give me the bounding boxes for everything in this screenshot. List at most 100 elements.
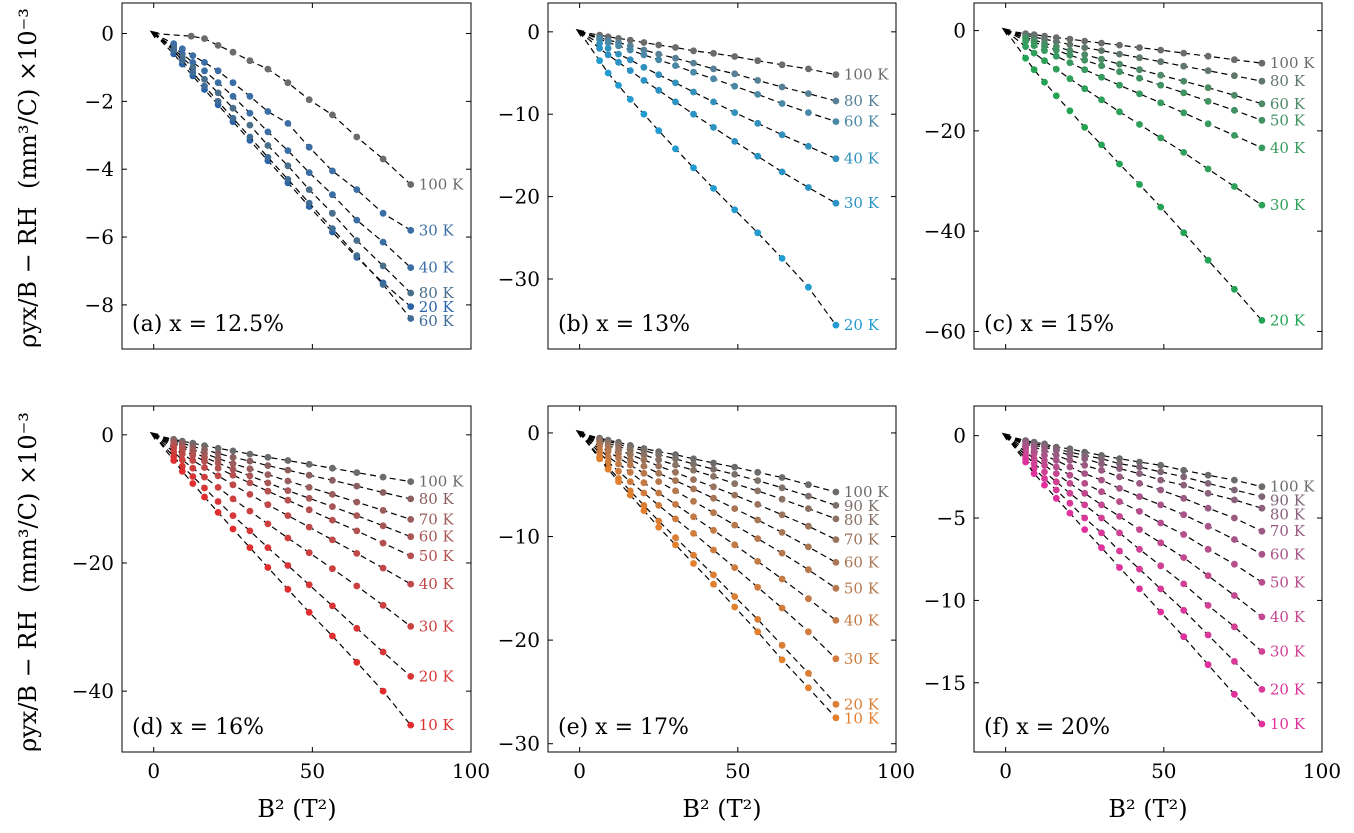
data-point xyxy=(690,466,697,474)
series-label: 40 K xyxy=(419,575,455,593)
data-point xyxy=(655,517,663,525)
data-point xyxy=(1204,545,1212,553)
data-point xyxy=(407,516,415,523)
data-point xyxy=(214,67,222,75)
data-point xyxy=(189,64,197,71)
data-point xyxy=(1136,54,1143,62)
fit-line xyxy=(1005,30,1262,64)
data-point xyxy=(1157,58,1165,66)
data-point xyxy=(832,321,840,329)
data-point xyxy=(731,463,739,471)
data-point xyxy=(1098,529,1105,537)
series-40k: 40 K xyxy=(1005,435,1306,626)
fit-line xyxy=(1005,435,1263,498)
data-point xyxy=(353,624,361,632)
data-point xyxy=(754,477,762,484)
data-point xyxy=(229,525,237,533)
data-point xyxy=(1136,458,1143,466)
data-point xyxy=(1030,42,1038,49)
data-point xyxy=(655,478,663,485)
data-point xyxy=(640,507,648,514)
data-point xyxy=(1180,531,1188,538)
data-point xyxy=(284,457,292,464)
data-point xyxy=(710,483,717,491)
data-point xyxy=(672,44,679,51)
series-20k: 20 K xyxy=(1005,30,1306,329)
data-point xyxy=(189,59,197,66)
data-point xyxy=(1157,71,1165,79)
data-point xyxy=(329,476,336,484)
data-point xyxy=(640,469,648,477)
y-tick-label: −60 xyxy=(924,319,966,343)
data-point xyxy=(832,71,840,79)
data-point xyxy=(640,63,648,71)
series-60k: 60 K xyxy=(153,33,455,330)
data-point xyxy=(1180,633,1188,641)
data-point xyxy=(690,485,697,493)
data-point xyxy=(690,68,697,76)
series-30k: 30 K xyxy=(1005,435,1306,660)
data-point xyxy=(229,114,237,122)
data-point xyxy=(690,560,697,567)
data-point xyxy=(1098,73,1105,81)
data-point xyxy=(710,65,717,73)
data-point xyxy=(1157,585,1165,593)
data-point xyxy=(178,462,186,470)
data-point xyxy=(1180,77,1188,85)
data-point xyxy=(284,585,292,593)
series-10k: 10 K xyxy=(153,434,455,734)
data-point xyxy=(710,185,717,192)
data-point xyxy=(1231,536,1238,543)
series-40k: 40 K xyxy=(153,33,455,277)
series-20k: 20 K xyxy=(153,33,455,316)
data-point xyxy=(805,628,812,636)
data-point xyxy=(201,473,208,481)
series-label: 50 K xyxy=(1270,573,1306,591)
fit-line xyxy=(1005,30,1263,149)
data-point xyxy=(754,583,762,591)
data-point xyxy=(1180,511,1188,519)
data-point xyxy=(1258,100,1266,108)
data-point xyxy=(284,512,292,519)
origin-marker xyxy=(1001,432,1011,441)
data-point xyxy=(305,523,313,531)
data-point xyxy=(407,623,415,630)
data-point xyxy=(214,89,222,97)
data-point xyxy=(201,67,208,75)
fit-line xyxy=(1005,435,1263,690)
data-point xyxy=(1066,59,1074,67)
series-30k: 30 K xyxy=(1005,30,1306,214)
data-point xyxy=(170,47,178,54)
data-point xyxy=(1066,452,1074,459)
fit-line xyxy=(1005,435,1263,618)
data-point xyxy=(672,501,679,508)
data-point xyxy=(1052,46,1060,54)
series-label: 10 K xyxy=(844,709,880,727)
series-50k: 50 K xyxy=(579,432,880,597)
data-point xyxy=(1231,183,1238,190)
data-point xyxy=(329,536,336,544)
series-80k: 80 K xyxy=(1005,435,1306,524)
data-point xyxy=(596,455,603,463)
data-point xyxy=(1136,565,1143,573)
y-tick-label: −10 xyxy=(924,588,966,612)
fit-line xyxy=(1005,30,1263,321)
data-point xyxy=(1136,90,1143,98)
series-label: 80 K xyxy=(844,511,880,529)
data-point xyxy=(329,503,336,510)
y-axis-title-prefix: ρyx/B − RH (mm³/C) ×10⁻³ xyxy=(14,8,42,348)
y-tick-label: −5 xyxy=(937,506,966,530)
series-label: 60 K xyxy=(844,553,880,571)
data-point xyxy=(626,56,634,64)
series-label: 20 K xyxy=(1270,311,1306,329)
data-point xyxy=(778,474,786,481)
data-point xyxy=(407,580,415,588)
data-point xyxy=(229,460,237,468)
data-point xyxy=(805,109,812,116)
data-point xyxy=(710,509,717,517)
data-point xyxy=(229,48,237,56)
data-point xyxy=(407,552,415,560)
data-point xyxy=(329,491,336,498)
fit-line xyxy=(579,432,837,506)
data-point xyxy=(832,515,840,523)
